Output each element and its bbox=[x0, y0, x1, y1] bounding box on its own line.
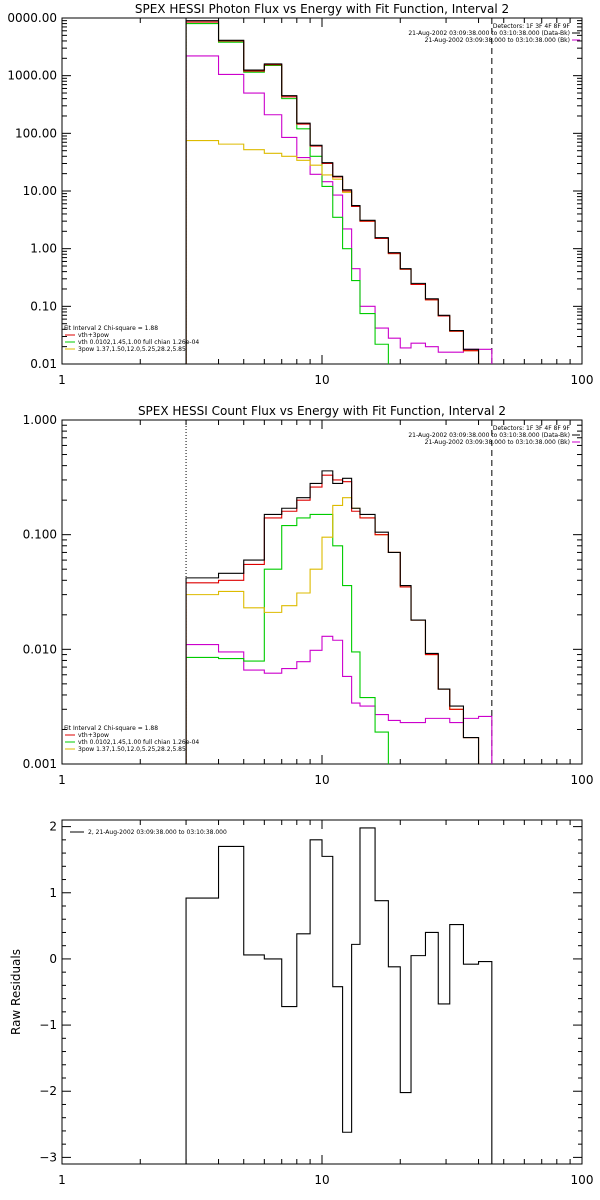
y-tick-label: 0.01 bbox=[30, 357, 57, 371]
series-data bbox=[185, 20, 480, 364]
photon-flux-panel: SPEX HESSI Photon Flux vs Energy with Fi… bbox=[7, 2, 594, 387]
plot-frame bbox=[61, 819, 583, 1165]
x-tick-label: 10 bbox=[314, 1173, 329, 1187]
y-axis-label: Raw Residuals bbox=[9, 949, 23, 1035]
series-vth-3pow bbox=[185, 21, 480, 364]
y-tick-label: 1.000 bbox=[23, 413, 57, 427]
series-vth-3pow bbox=[185, 474, 480, 764]
residuals-panel: Raw Residuals 1 10 100 −3 −2 −1 0 1 2 2, 21-Aug-20… bbox=[9, 819, 594, 1187]
x-tick-label: 1 bbox=[58, 1173, 66, 1187]
x-tick-label: 10 bbox=[314, 373, 329, 387]
x-tick-label: 100 bbox=[571, 373, 594, 387]
x-tick-label: 100 bbox=[571, 773, 594, 787]
header-line: Detectors: 1F 3F 4F 8F 9F bbox=[493, 23, 571, 30]
y-tick-label: 10.00 bbox=[23, 184, 57, 198]
y-tick-label: 1.00 bbox=[30, 242, 57, 256]
header-line: Detectors: 1F 3F 4F 8F 9F bbox=[493, 425, 571, 432]
series-residuals bbox=[185, 827, 493, 1164]
x-tick-label: 1 bbox=[58, 773, 66, 787]
x-tick-label: 1 bbox=[58, 373, 66, 387]
y-tick-label: 0 bbox=[49, 952, 57, 966]
fit-caption-line: Fit Interval 2 Chi-square = 1.88 bbox=[64, 725, 158, 732]
y-tick-label: 100.00 bbox=[15, 126, 57, 140]
plot-area bbox=[185, 827, 493, 1164]
y-tick-label: −1 bbox=[39, 1018, 57, 1032]
header-line: 21-Aug-2002 03:09:38.000 to 03:10:38.000… bbox=[408, 432, 570, 439]
header-line: 21-Aug-2002 03:09:38.000 to 03:10:38.000… bbox=[425, 37, 570, 44]
y-tick-label: 0.100 bbox=[23, 528, 57, 542]
y-tick-label: 1 bbox=[49, 886, 57, 900]
y-tick-label: 2 bbox=[49, 820, 57, 834]
y-tick-label: 0000.00 bbox=[7, 11, 57, 25]
fit-caption-line: 3pow 1.37,1.50,12.0,5.25,28.2,5.85 bbox=[78, 746, 186, 753]
x-tick-label: 10 bbox=[314, 773, 329, 787]
count-flux-panel: SPEX HESSI Count Flux vs Energy with Fit… bbox=[23, 404, 594, 787]
header-line: 21-Aug-2002 03:09:38.000 to 03:10:38.000… bbox=[425, 439, 570, 446]
fit-caption-line: vth+3pow bbox=[78, 732, 109, 739]
plot-area bbox=[185, 20, 493, 364]
fit-caption-line: Fit Interval 2 Chi-square = 1.88 bbox=[64, 325, 158, 332]
fit-caption-line: 3pow 1.37,1.50,12.0,5.25,28.2,5.85 bbox=[78, 346, 186, 353]
x-tick-label: 100 bbox=[571, 1173, 594, 1187]
header-line: 21-Aug-2002 03:09:38.000 to 03:10:38.000… bbox=[408, 30, 570, 37]
series-data bbox=[185, 470, 480, 764]
y-tick-label: 0.10 bbox=[30, 299, 57, 313]
y-tick-label: 0.001 bbox=[23, 757, 57, 771]
plot-area bbox=[185, 470, 493, 764]
legend-label: 2, 21-Aug-2002 03:09:38.000 to 03:10:38.… bbox=[88, 829, 227, 836]
fit-caption-line: vth+3pow bbox=[78, 332, 109, 339]
y-tick-label: 0.010 bbox=[23, 642, 57, 656]
y-tick-label: −2 bbox=[39, 1084, 57, 1098]
series-3pow bbox=[185, 497, 480, 764]
series-background bbox=[185, 635, 493, 764]
plot-frame bbox=[61, 17, 583, 365]
y-tick-label: 1000.00 bbox=[7, 69, 57, 83]
series-background bbox=[185, 55, 493, 364]
series-vth bbox=[185, 513, 389, 764]
y-tick-label: −3 bbox=[39, 1150, 57, 1164]
chart-title: SPEX HESSI Photon Flux vs Energy with Fi… bbox=[135, 2, 509, 16]
fit-caption-line: vth 0.0102,1.45,1.00 full chian 1.26e-04 bbox=[78, 339, 199, 346]
chart-title: SPEX HESSI Count Flux vs Energy with Fit… bbox=[138, 404, 506, 418]
fit-caption-line: vth 0.0102,1.45,1.00 full chian 1.26e-04 bbox=[78, 739, 199, 746]
